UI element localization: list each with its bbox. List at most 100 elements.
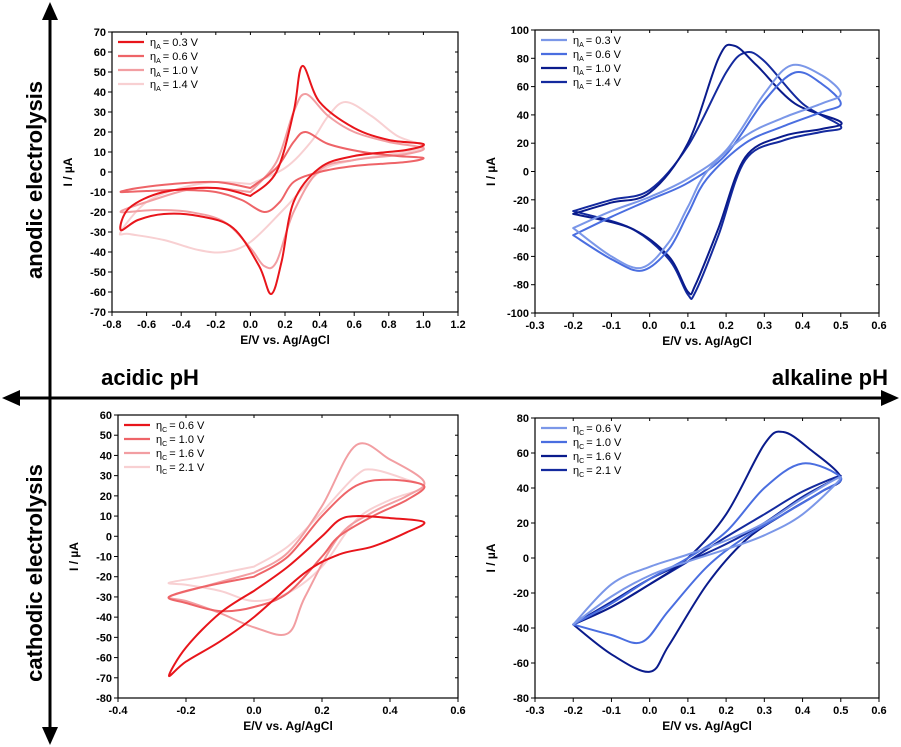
y-tick-label: -40 [513, 223, 529, 235]
y-tick-label: 60 [94, 47, 106, 59]
x-tick-label: 0.0 [246, 705, 261, 717]
x-tick-label: -0.3 [526, 320, 545, 332]
legend-label: ηA = 1.0 V [150, 65, 199, 79]
y-tick-label: -50 [90, 267, 106, 279]
acidic-label: acidic pH [101, 365, 199, 390]
y-tick-label: 50 [94, 67, 106, 79]
x-tick-label: -0.2 [564, 705, 583, 717]
y-tick-label: -30 [96, 592, 112, 604]
y-tick-label: -20 [513, 195, 529, 207]
y-tick-label: 60 [517, 448, 529, 460]
x-tick-label: 0.4 [312, 319, 328, 331]
y-tick-label: 10 [100, 511, 112, 523]
x-tick-label: -0.1 [602, 705, 621, 717]
x-tick-label: 0.2 [314, 705, 329, 717]
y-tick-label: -20 [90, 207, 106, 219]
y-axis-title: I / µA [61, 157, 75, 186]
y-tick-label: 10 [94, 147, 106, 159]
y-tick-label: -100 [507, 308, 529, 320]
y-axis-title: I / µA [484, 157, 498, 186]
chart-alkaline-cathodic: -0.3 -0.2 -0.1 0.0 0.1 0.2 0.3 0.4 0.5 0.6 -80 -60 -… [484, 413, 887, 733]
y-tick-label: -60 [90, 287, 106, 299]
y-tick-label: -60 [513, 251, 529, 263]
series-group [118, 64, 425, 295]
y-tick-label: 80 [517, 413, 529, 425]
x-axis-title: E/V vs. Ag/AgCl [243, 719, 333, 733]
x-tick-label: 0.1 [680, 705, 695, 717]
alkaline-label: alkaline pH [772, 365, 888, 390]
x-axis-title: E/V vs. Ag/AgCl [662, 719, 752, 733]
legend-label: ηA = 1.4 V [150, 79, 199, 93]
y-tick-label: 70 [94, 27, 106, 39]
y-tick-label: -60 [96, 653, 112, 665]
x-axis-title: E/V vs. Ag/AgCl [662, 334, 752, 348]
y-tick-label: 40 [517, 110, 529, 122]
y-tick-label: -20 [513, 588, 529, 600]
series-line [168, 515, 426, 678]
y-tick-label: -80 [513, 280, 529, 292]
y-tick-label: 80 [517, 53, 529, 65]
legend-label: ηC = 0.6 V [573, 423, 622, 437]
series-line [572, 70, 842, 272]
x-tick-label: 0.1 [680, 320, 695, 332]
x-tick-label: -0.2 [177, 705, 196, 717]
y-tick-label: -70 [96, 673, 112, 685]
x-tick-label: 0.6 [871, 705, 886, 717]
x-tick-label: 0.5 [833, 705, 848, 717]
legend-label: ηC = 2.1 V [573, 465, 622, 479]
y-tick-label: 0 [523, 167, 529, 179]
x-tick-label: 0.5 [833, 320, 848, 332]
legend-label: ηC = 1.6 V [156, 448, 205, 462]
y-tick-label: -50 [96, 632, 112, 644]
x-tick-label: 0.6 [347, 319, 362, 331]
x-tick-label: 0.2 [718, 320, 733, 332]
y-tick-label: 20 [517, 518, 529, 530]
y-axis-title: I / µA [67, 542, 81, 571]
x-tick-label: 0.4 [795, 705, 811, 717]
series-line [572, 476, 842, 626]
y-tick-label: -40 [513, 623, 529, 635]
series-line [119, 131, 425, 213]
legend-label: ηA = 0.6 V [150, 51, 199, 65]
series-line [572, 63, 842, 270]
x-axis-title: E/V vs. Ag/AgCl [240, 333, 330, 347]
x-tick-label: 0.2 [718, 705, 733, 717]
y-tick-label: -20 [96, 572, 112, 584]
y-tick-label: 60 [517, 82, 529, 94]
y-tick-label: 0 [523, 553, 529, 565]
legend-label: ηA = 1.4 V [573, 77, 622, 91]
x-tick-label: -0.6 [137, 319, 156, 331]
y-tick-label: 40 [94, 87, 106, 99]
cathodic-label: cathodic electrolysis [22, 464, 47, 682]
series-line [572, 43, 843, 296]
x-tick-label: 0.0 [642, 705, 657, 717]
chart-alkaline-anodic: -0.3 -0.2 -0.1 0.0 0.1 0.2 0.3 0.4 0.5 0.6 -100 -80… [484, 25, 887, 348]
legend-label: ηC = 2.1 V [156, 462, 205, 476]
y-tick-label: -10 [90, 187, 106, 199]
y-tick-label: -40 [90, 247, 106, 259]
anodic-label: anodic electrolysis [22, 81, 47, 279]
x-tick-label: -0.1 [602, 320, 621, 332]
x-tick-label: 0.6 [871, 320, 886, 332]
y-tick-label: -80 [513, 693, 529, 705]
arrow-up-head [42, 2, 58, 20]
chart-acidic-cathodic: -0.4 -0.2 0.0 0.2 0.4 0.6 -80 -70 -60 -50 -40 -30 -2… [67, 410, 466, 733]
series-line [119, 92, 425, 270]
x-tick-label: -0.4 [172, 319, 192, 331]
y-tick-label: 50 [100, 430, 112, 442]
x-tick-label: 0.4 [382, 705, 398, 717]
y-tick-label: -70 [90, 307, 106, 319]
y-tick-label: -30 [90, 227, 106, 239]
x-tick-label: -0.4 [109, 705, 129, 717]
legend-label: ηA = 0.3 V [150, 37, 199, 51]
y-tick-label: 0 [106, 531, 112, 543]
legend-label: ηC = 1.6 V [573, 451, 622, 465]
series-group [572, 43, 843, 300]
legend-label: ηA = 0.6 V [573, 49, 622, 63]
y-tick-label: -80 [96, 693, 112, 705]
y-tick-label: 40 [517, 483, 529, 495]
x-tick-label: 0.2 [277, 319, 292, 331]
y-tick-label: 30 [100, 471, 112, 483]
x-tick-label: -0.8 [103, 319, 122, 331]
